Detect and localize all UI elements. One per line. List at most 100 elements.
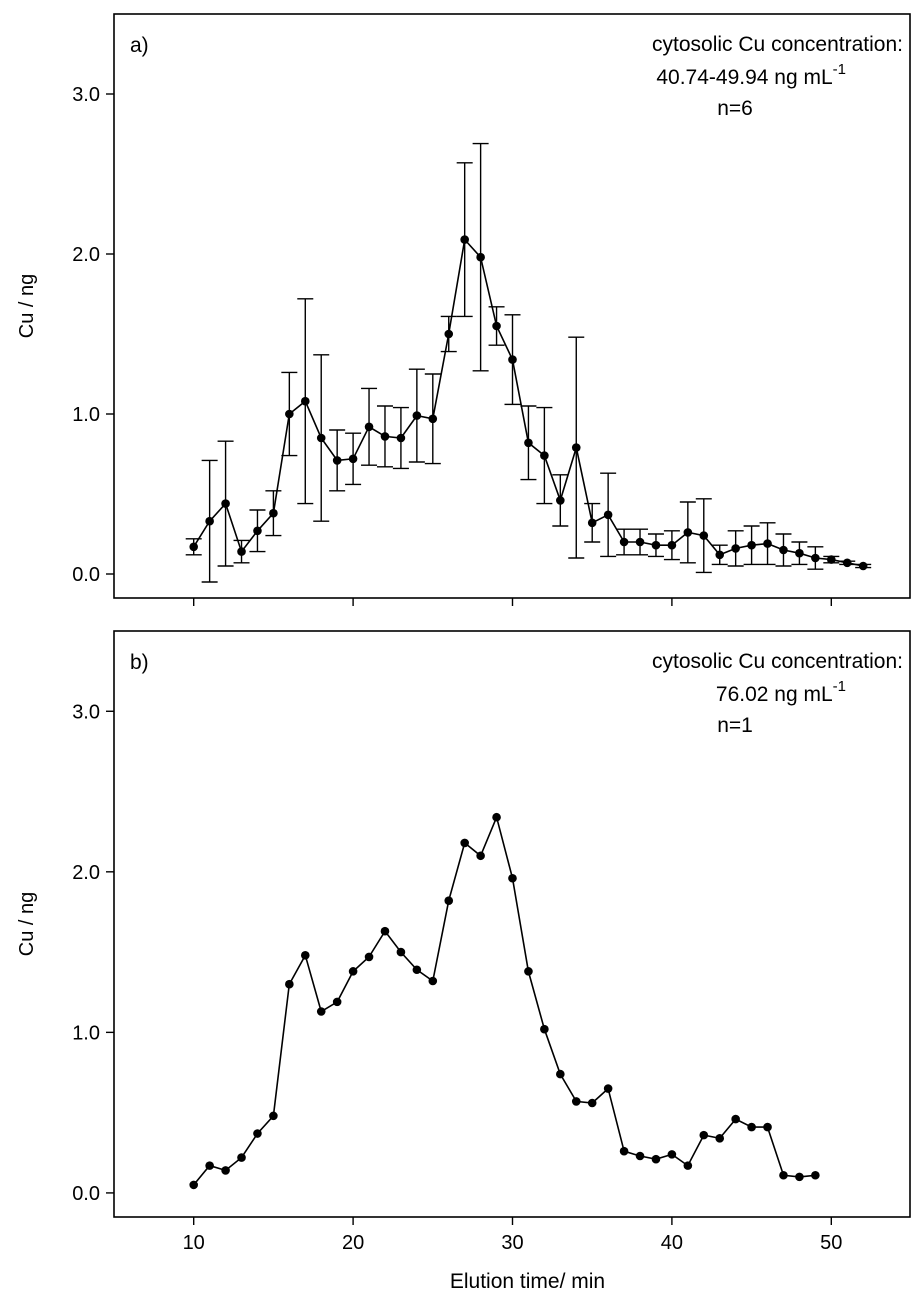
data-point — [460, 235, 469, 244]
annotation-n: n=1 — [717, 714, 753, 737]
data-point — [699, 1130, 709, 1140]
data-point — [795, 1172, 804, 1182]
data-point — [300, 951, 310, 960]
data-point — [651, 1154, 661, 1164]
y-tick-label: 0.0 — [72, 564, 100, 586]
data-point — [603, 1084, 613, 1093]
data-point — [763, 1122, 772, 1132]
series-line — [193, 237, 864, 567]
data-point — [731, 1114, 740, 1124]
data-point — [747, 1122, 756, 1132]
x-tick-label: 40 — [661, 1232, 683, 1254]
data-point — [332, 456, 342, 465]
data-point — [460, 838, 469, 848]
data-point — [300, 396, 310, 406]
data-point — [842, 558, 852, 568]
data-point — [651, 540, 661, 550]
data-point — [348, 967, 358, 976]
plot-frame — [113, 630, 911, 1218]
data-point — [428, 414, 438, 424]
data-point — [587, 518, 597, 528]
data-point — [619, 537, 629, 547]
data-point — [492, 321, 501, 331]
y-tick-label: 3.0 — [72, 701, 100, 723]
x-axis-label: Elution time/ min — [450, 1270, 605, 1293]
data-point — [779, 1170, 788, 1180]
data-point — [476, 851, 485, 861]
data-point — [476, 252, 485, 262]
data-point — [795, 548, 804, 558]
data-point — [827, 555, 836, 564]
data-point — [811, 1170, 820, 1180]
annotation-concentration-exponent: -1 — [833, 678, 846, 695]
data-point — [316, 1007, 326, 1016]
data-point — [667, 540, 677, 550]
x-tick-label: 20 — [342, 1232, 364, 1254]
data-point — [635, 1151, 645, 1161]
data-point — [412, 411, 422, 420]
data-point — [683, 528, 693, 537]
data-point — [237, 1153, 246, 1162]
panel-label: a) — [130, 34, 149, 57]
y-tick-label: 2.0 — [72, 862, 100, 884]
data-point — [508, 873, 517, 883]
data-point — [269, 508, 278, 518]
annotation-concentration-exponent: -1 — [833, 61, 846, 78]
data-point — [285, 409, 294, 419]
y-tick-label: 3.0 — [72, 84, 100, 106]
panel-b: 0.0 1.0 2.0 3.0 10 20 30 40 50 Cu / ng Elution tim… — [16, 630, 911, 1293]
data-point — [556, 496, 565, 505]
data-point — [556, 1069, 565, 1079]
data-point — [396, 947, 406, 957]
data-point — [189, 542, 198, 552]
data-point — [221, 499, 230, 508]
data-point — [444, 329, 454, 339]
data-point — [237, 547, 246, 556]
data-point — [603, 510, 613, 520]
data-point — [763, 539, 772, 548]
x-tick-label: 10 — [183, 1232, 205, 1254]
y-tick-label: 0.0 — [72, 1183, 100, 1205]
data-point — [779, 545, 788, 555]
annotation-title: cytosolic Cu concentration: — [652, 33, 903, 56]
x-tick-label: 30 — [501, 1232, 523, 1254]
data-point — [285, 979, 294, 989]
data-point — [587, 1098, 597, 1108]
data-point — [269, 1111, 278, 1121]
annotation-concentration: 40.74-49.94 ng mL-1 — [656, 61, 846, 89]
annotation-n: n=6 — [717, 97, 753, 120]
data-point — [667, 1150, 677, 1159]
panel-label: b) — [130, 651, 149, 674]
data-point — [747, 540, 756, 550]
data-point — [811, 553, 820, 563]
annotation-title: cytosolic Cu concentration: — [652, 650, 903, 673]
data-point — [635, 537, 645, 547]
data-point — [205, 516, 214, 526]
y-tick-label: 2.0 — [72, 244, 100, 266]
x-tick-label: 50 — [820, 1232, 842, 1254]
data-point — [571, 1097, 581, 1106]
data-point — [492, 812, 501, 822]
data-point — [332, 997, 342, 1007]
data-point — [619, 1146, 629, 1156]
data-point — [540, 1024, 549, 1034]
annotation-concentration-value: 76.02 ng mL — [716, 683, 833, 706]
series-line — [193, 814, 816, 1186]
data-point — [683, 1161, 693, 1170]
data-point — [524, 967, 533, 976]
data-point — [189, 1180, 198, 1190]
annotation-concentration-value: 40.74-49.94 ng mL — [656, 66, 832, 89]
data-point — [715, 1134, 725, 1143]
data-point — [221, 1166, 230, 1175]
data-point — [731, 544, 740, 553]
data-point — [205, 1161, 214, 1170]
panel-a: 0.0 1.0 2.0 3.0 Cu / ng a) cytosolic Cu concen… — [16, 13, 911, 606]
data-point — [508, 355, 517, 364]
data-point — [444, 896, 454, 906]
plot-frame — [113, 13, 911, 599]
data-point — [715, 550, 725, 560]
data-point — [524, 438, 533, 448]
data-point — [380, 926, 390, 936]
data-point — [396, 433, 406, 443]
